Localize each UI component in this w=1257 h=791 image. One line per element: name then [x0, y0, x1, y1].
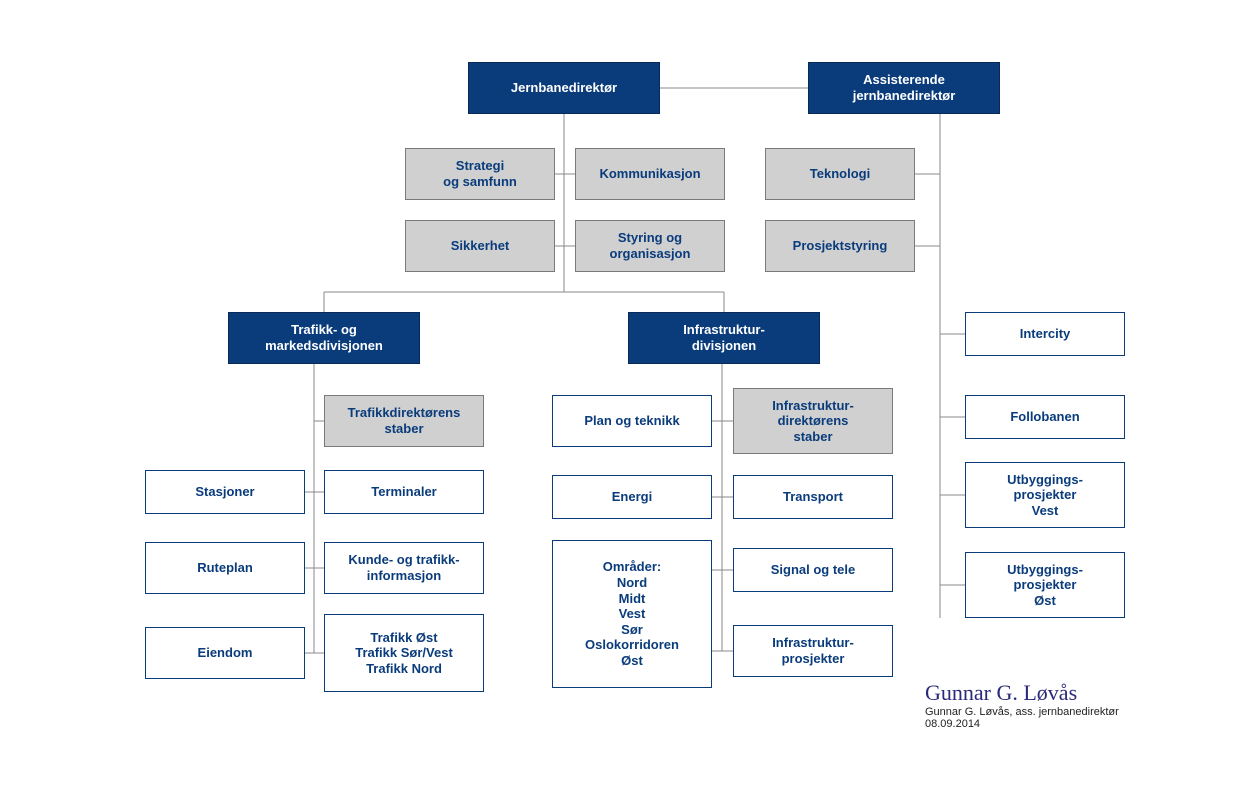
- org-node-terminaler: Terminaler: [324, 470, 484, 514]
- org-node-plan_teknikk: Plan og teknikk: [552, 395, 712, 447]
- signature-date: 08.09.2014: [925, 718, 1119, 730]
- org-node-kundeinfo: Kunde- og trafikk- informasjon: [324, 542, 484, 594]
- org-node-trafdir_staber: Trafikkdirektørens staber: [324, 395, 484, 447]
- org-node-utbygg_vest: Utbyggings- prosjekter Vest: [965, 462, 1125, 528]
- org-node-komm: Kommunikasjon: [575, 148, 725, 200]
- signature-block: Gunnar G. Løvås Gunnar G. Løvås, ass. je…: [925, 680, 1119, 730]
- org-node-assist_director: Assisterende jernbanedirektør: [808, 62, 1000, 114]
- org-node-utbygg_ost: Utbyggings- prosjekter Øst: [965, 552, 1125, 618]
- org-node-trafikk_div: Trafikk- og markedsdivisjonen: [228, 312, 420, 364]
- org-node-director: Jernbanedirektør: [468, 62, 660, 114]
- org-node-omrader: Områder: Nord Midt Vest Sør Oslokorridor…: [552, 540, 712, 688]
- org-node-teknologi: Teknologi: [765, 148, 915, 200]
- org-node-transport: Transport: [733, 475, 893, 519]
- org-node-strategi: Strategi og samfunn: [405, 148, 555, 200]
- signature-name: Gunnar G. Løvås, ass. jernbanedirektør: [925, 706, 1119, 718]
- org-node-signal_tele: Signal og tele: [733, 548, 893, 592]
- org-node-infra_prosj: Infrastruktur- prosjekter: [733, 625, 893, 677]
- org-node-trafikk_regions: Trafikk Øst Trafikk Sør/Vest Trafikk Nor…: [324, 614, 484, 692]
- org-node-eiendom: Eiendom: [145, 627, 305, 679]
- org-node-energi: Energi: [552, 475, 712, 519]
- org-chart-canvas: { "meta": { "type": "org-chart", "canvas…: [0, 0, 1257, 791]
- org-node-intercity: Intercity: [965, 312, 1125, 356]
- org-node-stasjoner: Stasjoner: [145, 470, 305, 514]
- org-node-prosjektst: Prosjektstyring: [765, 220, 915, 272]
- org-node-ruteplan: Ruteplan: [145, 542, 305, 594]
- org-node-infra_div: Infrastruktur- divisjonen: [628, 312, 820, 364]
- org-node-follobanen: Follobanen: [965, 395, 1125, 439]
- org-node-styring: Styring og organisasjon: [575, 220, 725, 272]
- signature-script: Gunnar G. Løvås: [925, 680, 1119, 706]
- org-node-sikkerhet: Sikkerhet: [405, 220, 555, 272]
- org-node-infra_staber: Infrastruktur- direktørens staber: [733, 388, 893, 454]
